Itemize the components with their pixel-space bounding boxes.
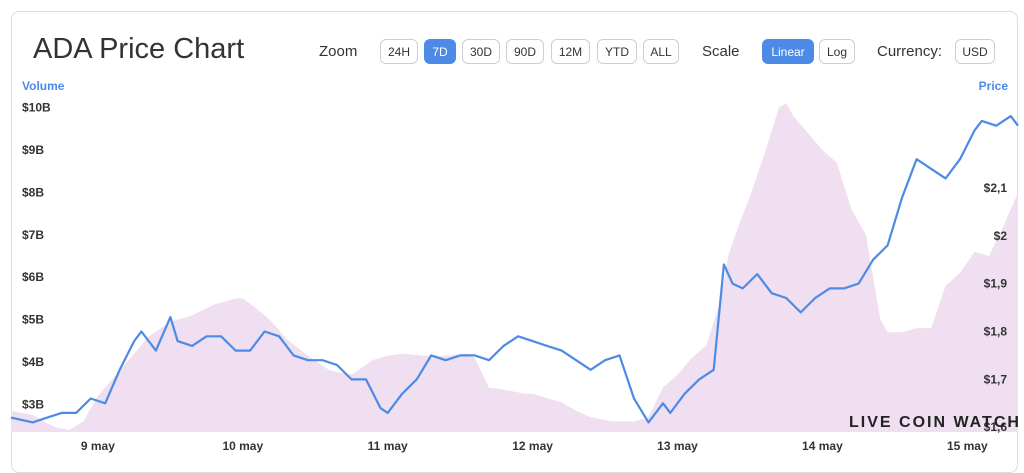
zoom-7d-button[interactable]: 7D [424,39,456,64]
zoom-label: Zoom [319,43,358,60]
currency-select[interactable]: USD [955,39,995,64]
scale-log-button[interactable]: Log [819,39,855,64]
currency-label: Currency: [877,43,943,60]
zoom-90d-button[interactable]: 90D [506,39,544,64]
zoom-ytd-button[interactable]: YTD [597,39,637,64]
zoom-12m-button[interactable]: 12M [551,39,590,64]
page-title: ADA Price Chart [33,33,245,65]
scale-label: Scale [702,43,740,60]
scale-linear-button[interactable]: Linear [762,39,814,64]
zoom-30d-button[interactable]: 30D [462,39,500,64]
chart-card [11,11,1018,473]
zoom-all-button[interactable]: ALL [643,39,679,64]
zoom-24h-button[interactable]: 24H [380,39,418,64]
